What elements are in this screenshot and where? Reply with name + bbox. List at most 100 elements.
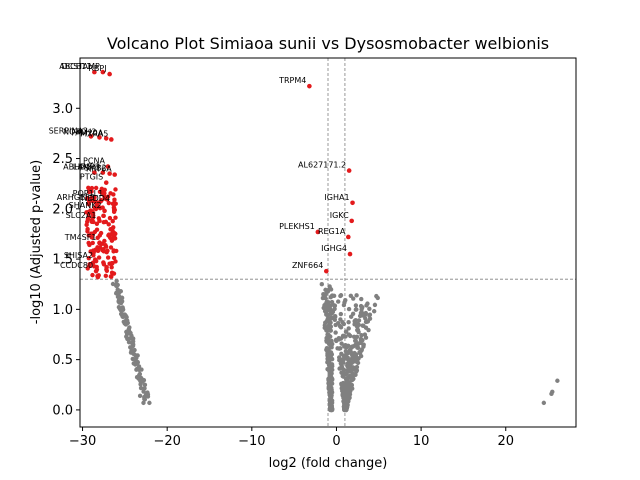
significant-point: [95, 200, 101, 206]
data-point: [338, 317, 343, 322]
data-point: [352, 350, 357, 356]
data-point: [344, 384, 349, 389]
data-point: [332, 306, 337, 312]
data-point: [343, 329, 349, 334]
data-point: [86, 189, 92, 195]
data-point: [343, 298, 348, 303]
x-tick-label: 0: [332, 434, 340, 449]
data-point: [541, 400, 547, 406]
data-point: [130, 339, 136, 344]
x-tick-label: 20: [497, 434, 514, 449]
data-point: [84, 219, 90, 225]
data-point: [342, 394, 348, 400]
data-point: [325, 312, 330, 318]
data-point: [94, 247, 99, 253]
data-point: [324, 299, 329, 305]
x-axis-label: log2 (fold change): [269, 456, 388, 471]
significant-point: [107, 71, 112, 77]
significant-point: [100, 69, 106, 75]
data-point: [90, 272, 95, 278]
data-point: [131, 351, 136, 356]
gene-label: PCNA: [83, 157, 105, 166]
data-point: [354, 293, 359, 298]
x-axis-ticks: −30 −20 −10 0 10 20: [69, 427, 514, 449]
data-point: [342, 388, 347, 393]
data-point: [86, 211, 91, 216]
significant-point: [315, 229, 321, 235]
data-point: [147, 400, 152, 406]
data-point: [328, 388, 334, 393]
data-point: [348, 333, 353, 339]
gene-label: SHISA2: [64, 251, 93, 260]
data-point: [344, 371, 349, 376]
data-point: [119, 295, 125, 301]
gene-label: RBPJ: [88, 64, 106, 73]
gene-label: SERPINA3: [49, 126, 88, 135]
data-point: [145, 390, 150, 395]
data-point: [112, 207, 117, 213]
significant-point: [100, 170, 106, 175]
data-point: [346, 326, 351, 331]
data-point: [137, 393, 143, 399]
data-point: [135, 360, 140, 365]
data-point: [110, 218, 115, 224]
data-point: [354, 334, 360, 340]
significant-point: [103, 196, 109, 202]
data-point: [329, 352, 335, 357]
data-point: [138, 385, 144, 391]
data-point: [353, 303, 359, 308]
y-tick-label: 0.5: [52, 353, 73, 368]
data-point: [120, 307, 126, 312]
data-point: [111, 248, 116, 253]
data-point: [350, 311, 356, 316]
data-point: [344, 377, 349, 382]
data-point: [106, 200, 112, 206]
data-point: [92, 205, 97, 210]
data-point: [334, 338, 339, 344]
data-point: [337, 323, 343, 329]
significant-point: [97, 218, 102, 224]
data-point: [107, 215, 113, 221]
data-point: [339, 370, 344, 375]
data-point: [142, 382, 148, 388]
significant-point: [324, 268, 329, 274]
data-point: [343, 405, 348, 411]
gene-label: IGHA1: [324, 193, 349, 202]
data-point: [114, 283, 119, 289]
data-point: [99, 186, 104, 192]
data-point: [363, 335, 369, 340]
data-point: [338, 336, 344, 341]
data-point: [342, 344, 348, 349]
significant-point: [92, 170, 97, 175]
data-point: [142, 394, 147, 400]
data-point: [94, 221, 100, 227]
data-point: [375, 295, 380, 301]
data-point: [550, 389, 555, 395]
data-point: [92, 195, 97, 200]
gene-label: DCSTAMP: [62, 62, 100, 71]
significant-point: [88, 134, 94, 139]
data-point: [337, 346, 342, 351]
y-tick-label: 1.0: [52, 303, 73, 318]
data-point: [328, 379, 334, 384]
data-point: [136, 364, 142, 369]
data-point: [142, 386, 147, 391]
data-point: [372, 302, 378, 308]
data-point: [329, 309, 335, 315]
gene-label: ABCB11: [59, 62, 91, 71]
significant-point: [307, 83, 312, 89]
y-tick-label: 1.5: [52, 253, 73, 268]
data-point: [86, 185, 91, 190]
data-point: [338, 311, 344, 317]
y-axis-label: -log10 (Adjusted p-value): [29, 160, 44, 324]
data-point: [129, 333, 134, 338]
data-point: [364, 303, 369, 308]
data-point: [134, 355, 139, 361]
data-point: [106, 232, 112, 237]
data-point: [329, 299, 335, 305]
data-point: [338, 293, 343, 299]
data-point: [328, 324, 334, 329]
data-point: [363, 319, 369, 325]
data-point: [333, 330, 338, 335]
